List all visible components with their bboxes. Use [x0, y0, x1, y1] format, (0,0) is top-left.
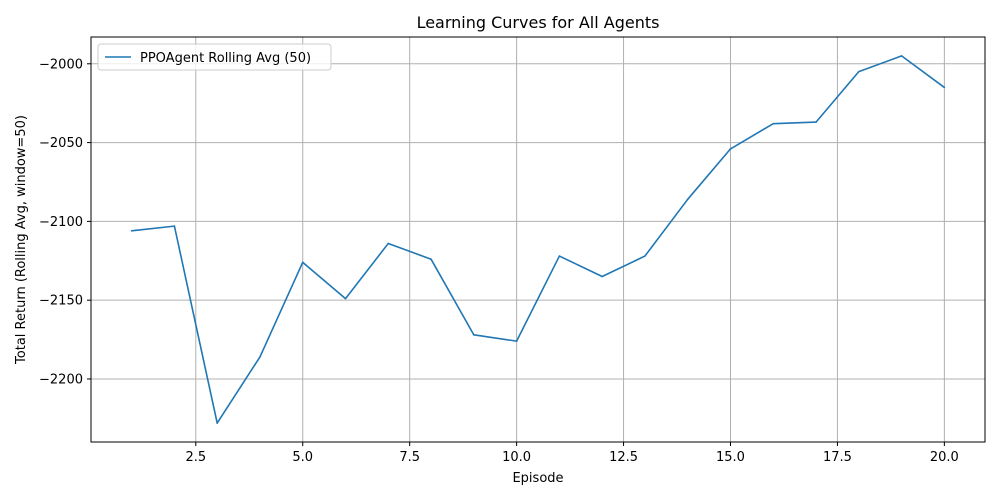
y-tick-label: −2150 [39, 294, 83, 309]
data-point [387, 242, 390, 245]
data-point [858, 70, 860, 73]
x-axis-ticks: 2.5 5.0 7.5 10.0 12.5 15.0 17.5 20.0 [185, 442, 959, 465]
data-point [130, 230, 133, 232]
x-tick-label: 10.0 [502, 450, 531, 465]
data-point [815, 121, 817, 123]
x-axis-label: Episode [512, 471, 563, 486]
data-point [173, 225, 176, 227]
data-point [686, 198, 689, 201]
y-axis-ticks: −2200 −2150 −2100 −2050 −2000 [39, 57, 91, 387]
x-tick-label: 20.0 [930, 450, 959, 465]
y-tick-label: −2000 [39, 57, 83, 72]
data-point [216, 422, 218, 424]
y-tick-label: −2200 [39, 372, 83, 387]
y-axis-label: Total Return (Rolling Avg, window=50) [14, 115, 29, 365]
grid-lines [91, 37, 985, 442]
x-tick-label: 12.5 [609, 450, 638, 465]
x-tick-label: 5.0 [292, 450, 313, 465]
data-point [558, 255, 561, 257]
legend-entry-label: PPOAgent Rolling Avg (50) [140, 51, 311, 66]
data-point [900, 55, 903, 57]
x-tick-label: 15.0 [716, 450, 745, 465]
data-point [301, 261, 304, 264]
data-point [644, 255, 646, 257]
data-point [344, 297, 347, 300]
x-tick-label: 2.5 [185, 450, 206, 465]
x-tick-label: 17.5 [823, 450, 852, 465]
series-line [131, 55, 945, 424]
series-group [130, 55, 946, 424]
chart-title: Learning Curves for All Agents [417, 13, 660, 32]
data-point [943, 86, 946, 89]
data-point [772, 122, 775, 125]
data-point [259, 356, 261, 358]
axes-frame [90, 36, 986, 443]
y-tick-label: −2100 [39, 215, 83, 230]
data-point [729, 148, 732, 150]
data-point [601, 275, 603, 278]
data-point [515, 340, 518, 342]
legend-box [97, 43, 332, 71]
x-tick-label: 7.5 [399, 450, 420, 465]
legend: PPOAgent Rolling Avg (50) [97, 43, 332, 71]
data-point [473, 334, 475, 336]
data-point [430, 258, 432, 260]
y-tick-label: −2050 [39, 136, 83, 151]
